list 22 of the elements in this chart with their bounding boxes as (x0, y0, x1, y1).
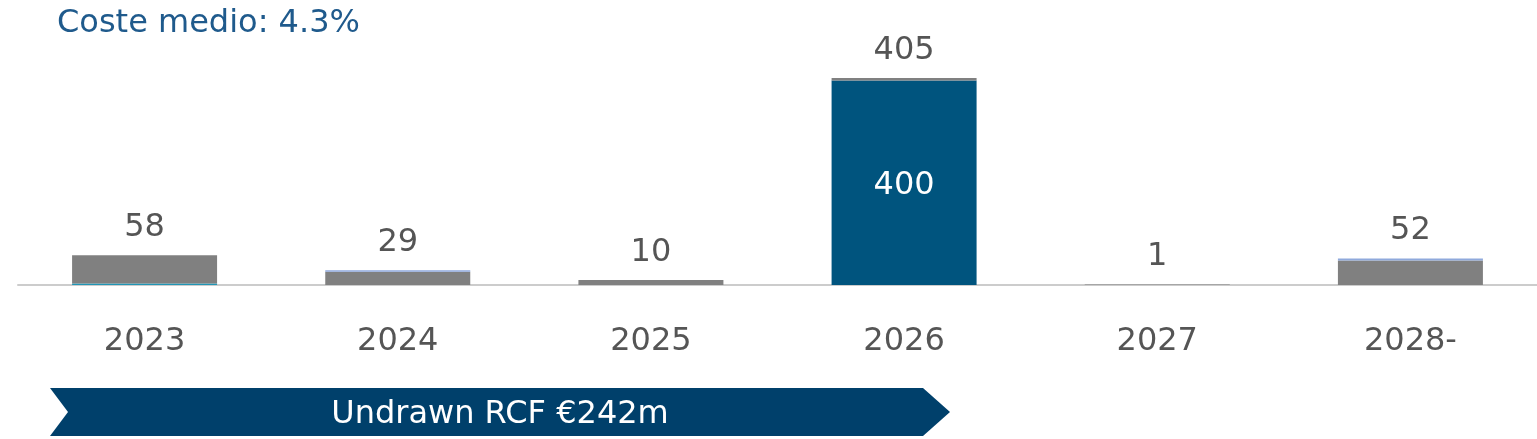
x-tick-label: 2027 (1116, 320, 1198, 358)
x-tick-label: 2025 (610, 320, 692, 358)
bar (325, 271, 471, 285)
bar (1337, 258, 1483, 261)
total-label: 29 (377, 221, 419, 260)
x-tick-label: 2026 (863, 320, 945, 358)
data-label: 400 (873, 163, 935, 202)
x-tick-label: 2024 (357, 320, 439, 358)
total-label: 405 (873, 29, 935, 67)
bar (578, 279, 724, 285)
x-tick-label: 2023 (103, 320, 186, 358)
bar (831, 78, 977, 81)
bar (831, 80, 977, 285)
x-tick-label: 2028- (1363, 320, 1457, 358)
bar (1337, 260, 1483, 285)
chart-title: Coste medio: 4.3% (57, 2, 360, 40)
total-label: 10 (630, 230, 672, 269)
total-label: 1 (1147, 235, 1168, 274)
chevron-banner: Undrawn RCF €242m (50, 388, 950, 436)
bar (72, 255, 218, 284)
total-label: 58 (124, 206, 165, 245)
total-label: 52 (1390, 209, 1431, 248)
